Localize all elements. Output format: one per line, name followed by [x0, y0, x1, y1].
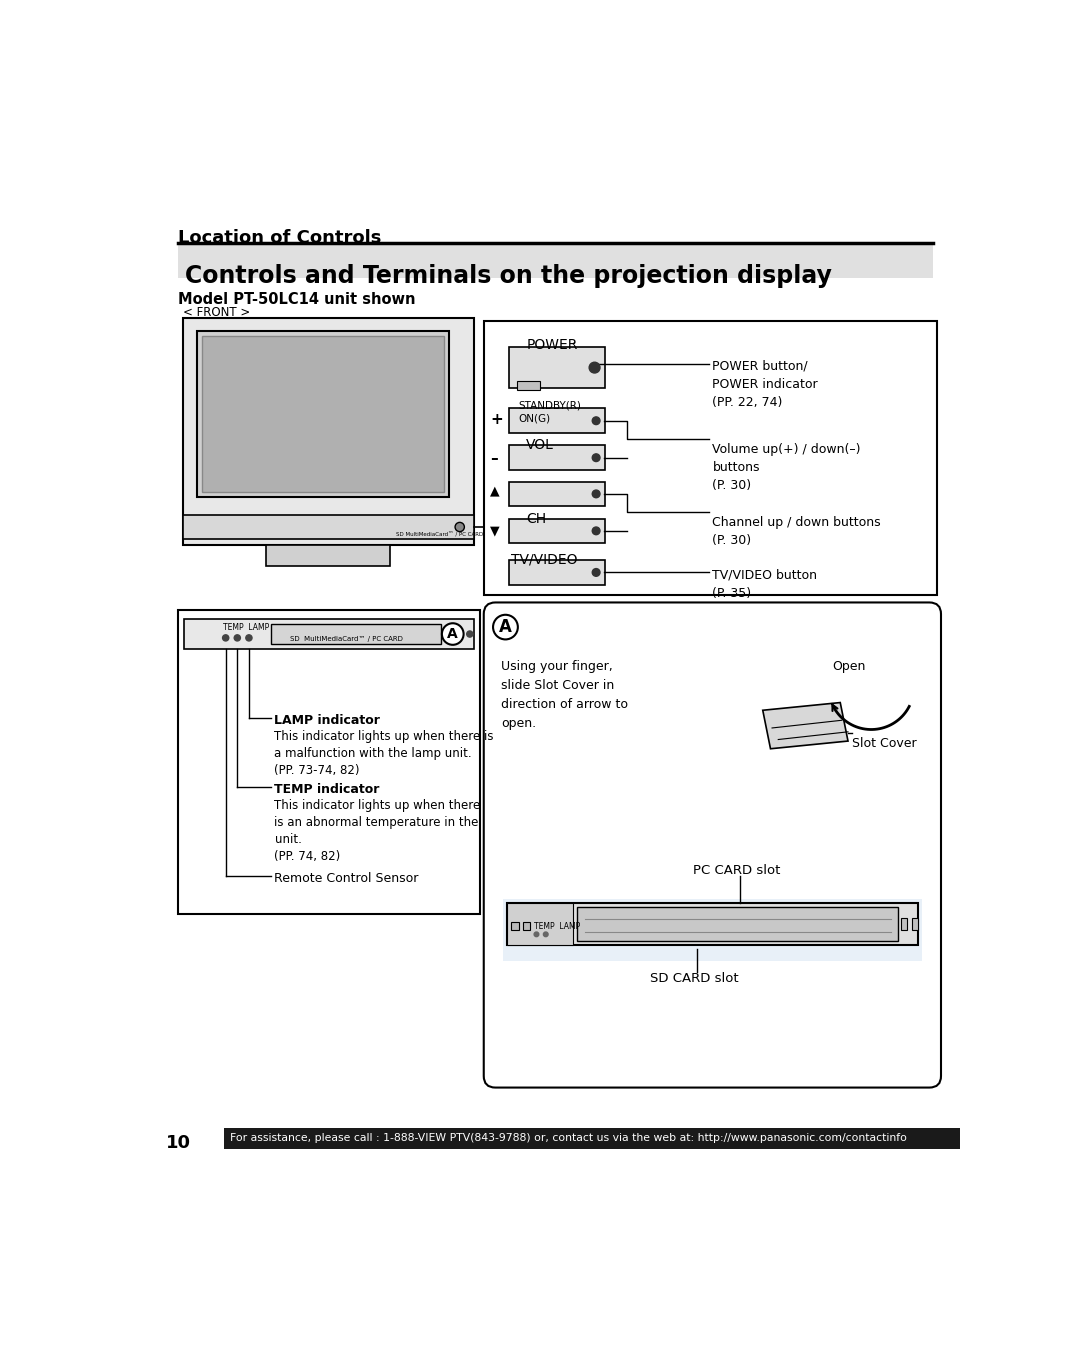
- Text: PC CARD slot: PC CARD slot: [693, 864, 781, 878]
- Circle shape: [246, 635, 252, 641]
- Text: SD  MultiMediaCard™ / PC CARD: SD MultiMediaCard™ / PC CARD: [291, 637, 403, 642]
- FancyBboxPatch shape: [517, 380, 540, 390]
- Text: VOL: VOL: [526, 438, 554, 451]
- Text: This indicator lights up when there
is an abnormal temperature in the
unit.
(PP.: This indicator lights up when there is a…: [274, 799, 481, 863]
- Circle shape: [592, 454, 600, 462]
- Text: SD MultiMediaCard™ / PC CARD: SD MultiMediaCard™ / PC CARD: [396, 533, 484, 538]
- Text: Slot Cover: Slot Cover: [852, 737, 917, 750]
- Circle shape: [592, 417, 600, 425]
- Text: LAMP indicator: LAMP indicator: [274, 714, 380, 726]
- Circle shape: [442, 623, 463, 645]
- Text: 10: 10: [166, 1134, 191, 1152]
- Text: Remote Control Sensor: Remote Control Sensor: [274, 872, 419, 885]
- FancyBboxPatch shape: [202, 337, 444, 492]
- Circle shape: [592, 527, 600, 534]
- FancyBboxPatch shape: [484, 602, 941, 1088]
- Text: POWER: POWER: [526, 338, 578, 353]
- FancyBboxPatch shape: [507, 902, 572, 945]
- FancyBboxPatch shape: [183, 318, 474, 545]
- Text: ▼: ▼: [490, 523, 500, 537]
- FancyBboxPatch shape: [510, 446, 606, 470]
- FancyBboxPatch shape: [577, 906, 899, 942]
- FancyBboxPatch shape: [271, 624, 441, 645]
- Circle shape: [592, 568, 600, 577]
- FancyBboxPatch shape: [177, 245, 933, 278]
- Circle shape: [222, 635, 229, 641]
- Text: TV/VIDEO button
(P. 35): TV/VIDEO button (P. 35): [713, 568, 818, 600]
- FancyBboxPatch shape: [266, 545, 390, 566]
- Circle shape: [234, 635, 241, 641]
- FancyBboxPatch shape: [507, 902, 918, 945]
- Polygon shape: [762, 702, 848, 748]
- FancyBboxPatch shape: [503, 900, 921, 961]
- FancyBboxPatch shape: [197, 331, 449, 497]
- FancyBboxPatch shape: [523, 921, 530, 930]
- Text: CH: CH: [526, 511, 546, 526]
- FancyBboxPatch shape: [510, 481, 606, 506]
- Circle shape: [467, 631, 473, 637]
- Circle shape: [455, 522, 464, 532]
- Text: Channel up / down buttons
(P. 30): Channel up / down buttons (P. 30): [713, 517, 881, 547]
- FancyBboxPatch shape: [510, 346, 606, 388]
- Text: For assistance, please call : 1-888-VIEW PTV(843-9788) or, contact us via the we: For assistance, please call : 1-888-VIEW…: [230, 1134, 906, 1144]
- FancyBboxPatch shape: [184, 619, 474, 649]
- Circle shape: [535, 932, 539, 936]
- Text: Volume up(+) / down(–)
buttons
(P. 30): Volume up(+) / down(–) buttons (P. 30): [713, 443, 861, 492]
- Text: –: –: [490, 451, 498, 466]
- FancyBboxPatch shape: [912, 919, 918, 930]
- Text: POWER button/
POWER indicator
(PP. 22, 74): POWER button/ POWER indicator (PP. 22, 7…: [713, 360, 818, 409]
- Text: TEMP indicator: TEMP indicator: [274, 784, 380, 796]
- FancyBboxPatch shape: [510, 560, 606, 585]
- FancyBboxPatch shape: [484, 322, 937, 594]
- Text: +: +: [490, 412, 502, 427]
- FancyBboxPatch shape: [510, 409, 606, 433]
- Text: STANDBY(R)
ON(G): STANDBY(R) ON(G): [518, 401, 581, 423]
- Text: Open: Open: [833, 660, 866, 673]
- Text: TEMP  LAMP: TEMP LAMP: [222, 623, 269, 632]
- Text: A: A: [447, 627, 458, 641]
- FancyBboxPatch shape: [901, 919, 907, 930]
- Text: ▲: ▲: [490, 485, 500, 497]
- Circle shape: [590, 363, 600, 373]
- Circle shape: [543, 932, 548, 936]
- Text: < FRONT >: < FRONT >: [183, 307, 251, 319]
- Circle shape: [494, 615, 517, 639]
- Text: Location of Controls: Location of Controls: [177, 229, 381, 247]
- FancyBboxPatch shape: [225, 1127, 960, 1149]
- Text: SD CARD slot: SD CARD slot: [650, 972, 739, 985]
- Text: Model PT-50LC14 unit shown: Model PT-50LC14 unit shown: [177, 292, 415, 307]
- Text: TEMP  LAMP: TEMP LAMP: [535, 921, 580, 931]
- Text: TV/VIDEO: TV/VIDEO: [511, 552, 578, 567]
- FancyBboxPatch shape: [511, 921, 518, 930]
- FancyBboxPatch shape: [510, 518, 606, 544]
- Text: Using your finger,
slide Slot Cover in
direction of arrow to
open.: Using your finger, slide Slot Cover in d…: [501, 660, 627, 731]
- Text: A: A: [499, 617, 512, 637]
- Circle shape: [592, 491, 600, 497]
- Text: This indicator lights up when there is
a malfunction with the lamp unit.
(PP. 73: This indicator lights up when there is a…: [274, 729, 494, 777]
- FancyBboxPatch shape: [177, 611, 480, 915]
- Text: Controls and Terminals on the projection display: Controls and Terminals on the projection…: [186, 263, 833, 288]
- FancyBboxPatch shape: [183, 515, 474, 538]
